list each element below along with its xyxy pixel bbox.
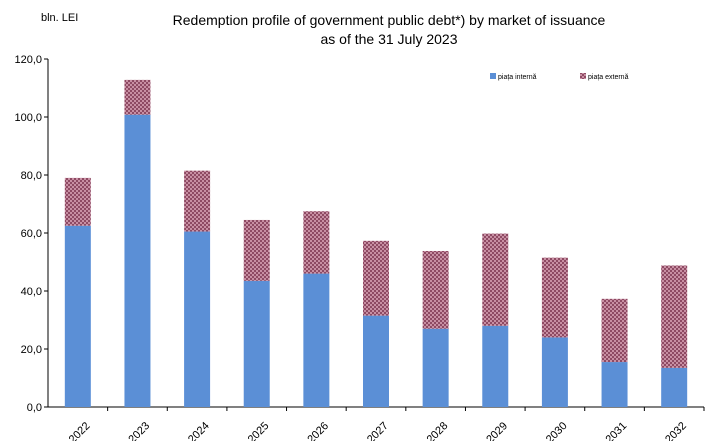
bar-segment-domestic: [541, 337, 568, 407]
legend: piața internă piața externă: [490, 73, 629, 81]
x-tick-label: 2027: [365, 420, 391, 441]
bar-segment-external: [482, 233, 509, 326]
bar-segment-domestic: [303, 273, 330, 407]
y-tick-label: 20,0: [21, 344, 42, 356]
bar-segment-external: [184, 170, 211, 232]
legend-label: piața internă: [498, 74, 537, 81]
bar-segment-domestic: [601, 362, 628, 407]
bar-segment-domestic: [243, 280, 270, 407]
bar-segment-domestic: [482, 325, 509, 407]
bar-segment-domestic: [124, 114, 151, 408]
bar-segment-external: [601, 298, 628, 363]
y-tick-label: 40,0: [21, 286, 42, 298]
chart-subtitle: as of the 31 July 2023: [321, 31, 458, 47]
bar-segment-domestic: [363, 315, 389, 407]
y-tick-label: 60,0: [21, 228, 42, 240]
x-tick-label: 2031: [604, 420, 630, 441]
y-tick-label: 80,0: [21, 170, 42, 182]
y-tick-label: 0,0: [27, 402, 42, 414]
y-tick-label: 100,0: [14, 112, 42, 124]
legend-swatch: [490, 73, 496, 79]
x-tick-label: 2029: [484, 420, 510, 441]
x-tick-label: 2025: [246, 420, 272, 441]
x-axis: 2022 2023 2024 2025 2026 2027 2028 2029 2030 2031…: [48, 406, 705, 441]
bar-segment-domestic: [64, 225, 91, 407]
x-tick-label: 2030: [544, 420, 570, 441]
bar-segment-external: [422, 250, 449, 329]
bar-segment-external: [303, 211, 330, 274]
x-tick-label: 2028: [425, 420, 451, 441]
legend-label: piața externă: [588, 74, 629, 81]
bar-segment-domestic: [661, 367, 688, 407]
legend-swatch: [580, 73, 586, 79]
bar-segment-external: [541, 257, 568, 338]
x-tick-label: 2024: [186, 420, 212, 441]
bar-segment-external: [661, 265, 688, 368]
bar-segment-external: [243, 219, 270, 281]
x-tick-label: 2022: [67, 420, 93, 441]
y-tick-label: 120,0: [14, 54, 42, 66]
unit-label: bln. LEI: [41, 12, 78, 24]
bars: [64, 79, 688, 408]
bar-segment-domestic: [422, 328, 449, 407]
bar-segment-domestic: [184, 231, 211, 407]
chart-title: Redemption profile of government public …: [173, 12, 606, 28]
bar-segment-external: [363, 240, 389, 316]
y-axis: 0,0 20,0 40,0 60,0 80,0 100,0 120,0: [14, 54, 49, 414]
bar-segment-external: [64, 177, 91, 226]
x-tick-label: 2032: [663, 420, 689, 441]
x-tick-label: 2026: [305, 420, 331, 441]
x-tick-label: 2023: [126, 420, 152, 441]
bar-segment-external: [124, 79, 151, 115]
